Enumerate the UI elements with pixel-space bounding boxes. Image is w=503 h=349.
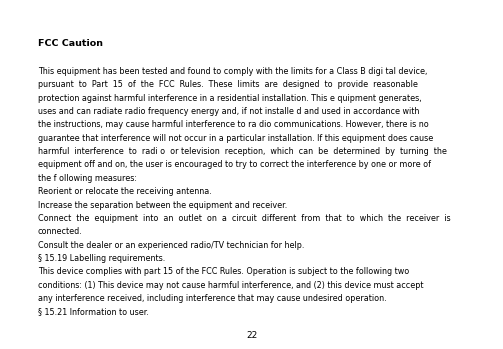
Text: harmful  interference  to  radi o  or television  reception,  which  can  be  de: harmful interference to radi o or televi… xyxy=(38,147,447,156)
Text: 22: 22 xyxy=(246,331,257,340)
Text: conditions: (1) This device may not cause harmful interference, and (2) this dev: conditions: (1) This device may not caus… xyxy=(38,281,424,290)
Text: Consult the dealer or an experienced radio/TV technician for help.: Consult the dealer or an experienced rad… xyxy=(38,240,304,250)
Text: protection against harmful interference in a residential installation. This e qu: protection against harmful interference … xyxy=(38,94,422,103)
Text: Reorient or relocate the receiving antenna.: Reorient or relocate the receiving anten… xyxy=(38,187,212,196)
Text: pursuant  to  Part  15  of  the  FCC  Rules.  These  limits  are  designed  to  : pursuant to Part 15 of the FCC Rules. Th… xyxy=(38,80,418,89)
Text: connected.: connected. xyxy=(38,227,83,236)
Text: the instructions, may cause harmful interference to ra dio communications. Howev: the instructions, may cause harmful inte… xyxy=(38,120,429,129)
Text: § 15.19 Labelling requirements.: § 15.19 Labelling requirements. xyxy=(38,254,165,263)
Text: Connect  the  equipment  into  an  outlet  on  a  circuit  different  from  that: Connect the equipment into an outlet on … xyxy=(38,214,451,223)
Text: uses and can radiate radio frequency energy and, if not installe d and used in a: uses and can radiate radio frequency ene… xyxy=(38,107,420,116)
Text: the f ollowing measures:: the f ollowing measures: xyxy=(38,174,137,183)
Text: equipment off and on, the user is encouraged to try to correct the interference : equipment off and on, the user is encour… xyxy=(38,161,431,170)
Text: This device complies with part 15 of the FCC Rules. Operation is subject to the : This device complies with part 15 of the… xyxy=(38,267,409,276)
Text: § 15.21 Information to user.: § 15.21 Information to user. xyxy=(38,307,149,316)
Text: guarantee that interference will not occur in a particular installation. If this: guarantee that interference will not occ… xyxy=(38,134,433,143)
Text: FCC Caution: FCC Caution xyxy=(38,39,103,48)
Text: Increase the separation between the equipment and receiver.: Increase the separation between the equi… xyxy=(38,200,287,209)
Text: This equipment has been tested and found to comply with the limits for a Class B: This equipment has been tested and found… xyxy=(38,67,428,76)
Text: any interference received, including interference that may cause undesired opera: any interference received, including int… xyxy=(38,294,387,303)
